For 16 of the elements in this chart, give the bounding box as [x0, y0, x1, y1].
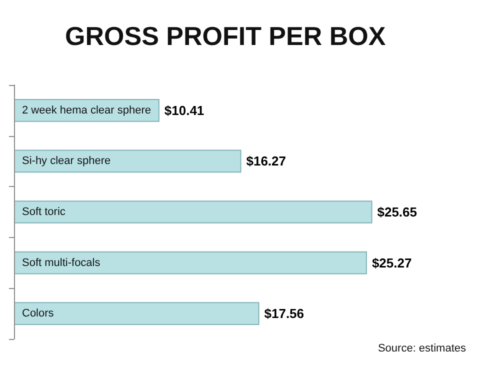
bar: [14, 302, 260, 326]
y-tick-label: Soft toric: [22, 206, 66, 218]
data-label: $25.65: [377, 204, 418, 220]
data-label: $25.27: [372, 255, 412, 270]
bar: [14, 200, 372, 224]
data-label: $17.56: [264, 306, 304, 322]
bar: [14, 251, 367, 274]
y-tick-label: Soft multi-focals: [22, 256, 101, 269]
chart-title: GROSS PROFIT PER BOX: [65, 21, 386, 51]
y-tick-label: Colors: [22, 308, 54, 320]
y-tick-label: Si-hy clear sphere: [22, 155, 111, 168]
source-note: Source: estimates: [378, 342, 466, 354]
data-label: $10.41: [164, 102, 204, 118]
y-tick-label: 2 week hema clear sphere: [22, 104, 152, 116]
data-label: $16.27: [246, 154, 286, 169]
bar: [14, 150, 242, 173]
